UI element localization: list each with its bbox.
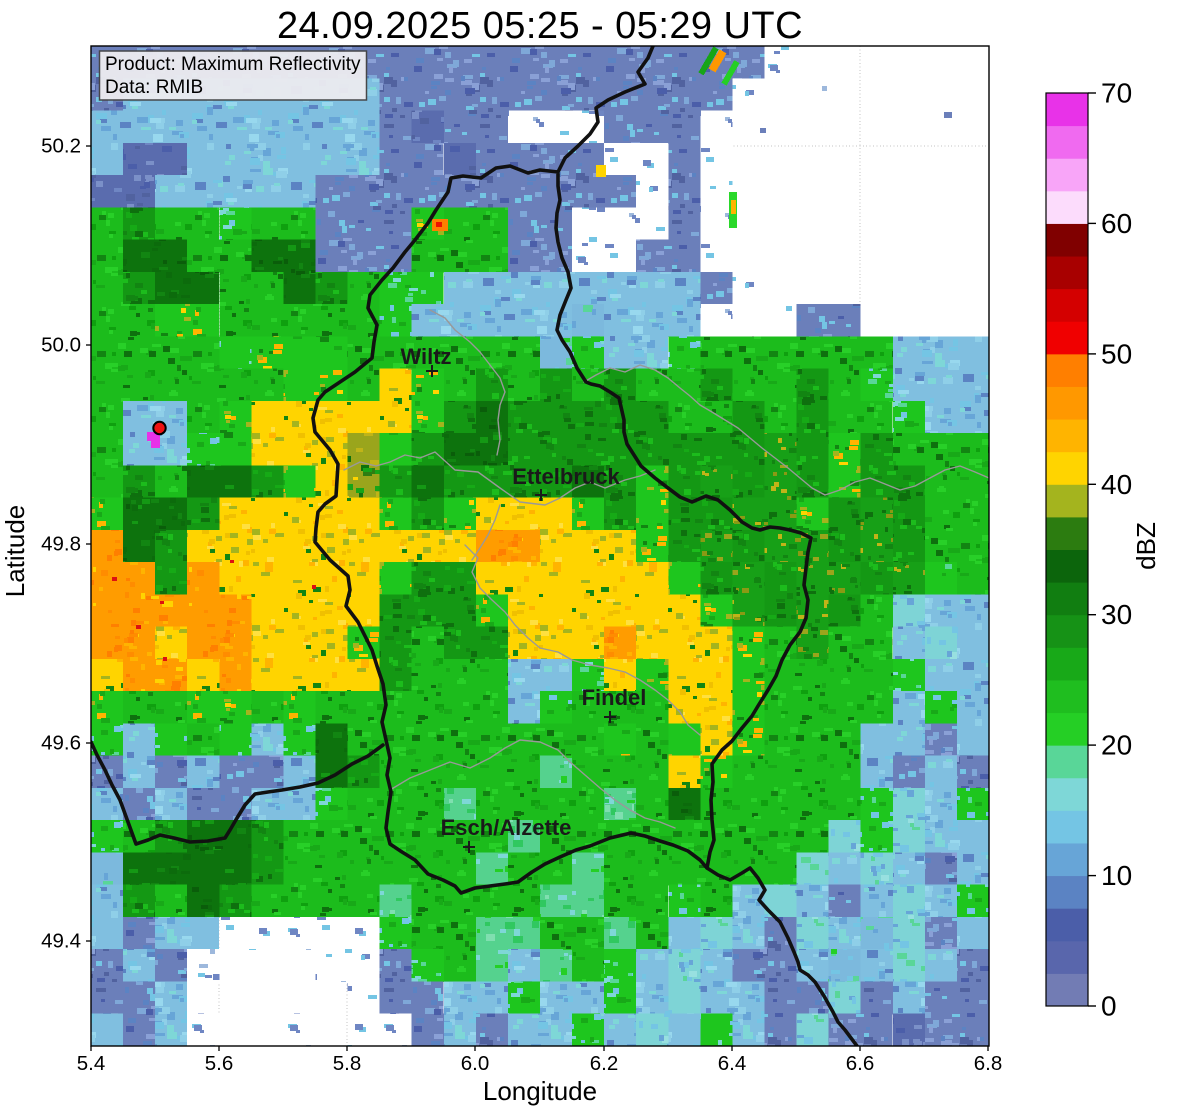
svg-text:Ettelbruck: Ettelbruck (512, 464, 620, 489)
svg-text:6.0: 6.0 (461, 1052, 490, 1075)
svg-text:6.8: 6.8 (974, 1052, 1003, 1075)
svg-text:40: 40 (1101, 469, 1132, 500)
svg-text:5.8: 5.8 (333, 1052, 362, 1075)
svg-text:6.2: 6.2 (590, 1052, 619, 1075)
svg-text:50.2: 50.2 (41, 135, 81, 158)
svg-text:dBZ: dBZ (1131, 522, 1161, 570)
svg-text:60: 60 (1101, 208, 1132, 239)
svg-text:Findel: Findel (582, 685, 647, 710)
svg-text:24.09.2025 05:25 - 05:29 UTC: 24.09.2025 05:25 - 05:29 UTC (277, 5, 803, 47)
svg-text:5.6: 5.6 (205, 1052, 234, 1075)
svg-text:20: 20 (1101, 730, 1132, 761)
svg-text:49.8: 49.8 (41, 533, 81, 556)
svg-text:49.4: 49.4 (41, 930, 81, 953)
svg-text:Wiltz: Wiltz (400, 344, 451, 369)
svg-text:6.4: 6.4 (718, 1052, 747, 1075)
svg-text:Product: Maximum Reflectivity: Product: Maximum Reflectivity (105, 54, 361, 75)
svg-text:Esch/Alzette: Esch/Alzette (441, 815, 572, 840)
svg-text:50.0: 50.0 (41, 334, 81, 357)
svg-text:49.6: 49.6 (41, 732, 81, 755)
svg-text:Latitude: Latitude (0, 505, 30, 598)
svg-text:Data: RMIB: Data: RMIB (105, 77, 203, 98)
svg-text:0: 0 (1101, 991, 1117, 1022)
svg-text:6.6: 6.6 (846, 1052, 875, 1075)
svg-text:5.4: 5.4 (77, 1052, 106, 1075)
svg-text:70: 70 (1101, 78, 1132, 109)
svg-text:Longitude: Longitude (483, 1076, 597, 1106)
svg-text:30: 30 (1101, 599, 1132, 630)
svg-text:10: 10 (1101, 860, 1132, 891)
svg-text:50: 50 (1101, 338, 1132, 369)
